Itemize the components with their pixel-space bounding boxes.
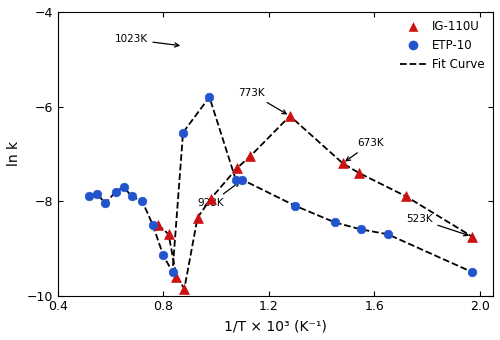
Point — [331, 220, 339, 225]
Point — [164, 232, 172, 237]
Point — [168, 269, 176, 275]
Text: 1023K: 1023K — [114, 34, 179, 47]
Text: 673K: 673K — [346, 138, 384, 161]
Point — [286, 113, 294, 119]
Point — [86, 193, 94, 199]
Point — [354, 170, 362, 175]
Point — [384, 232, 392, 237]
Point — [172, 274, 180, 279]
Text: 773K: 773K — [238, 88, 286, 114]
Point — [120, 184, 128, 190]
Point — [233, 165, 241, 171]
Text: 523K: 523K — [406, 214, 468, 236]
Point — [238, 177, 246, 183]
Point — [101, 201, 109, 206]
X-axis label: 1/T × 10³ (K⁻¹): 1/T × 10³ (K⁻¹) — [224, 319, 327, 333]
Point — [468, 234, 476, 239]
Point — [291, 203, 299, 208]
Point — [357, 227, 365, 232]
Point — [148, 222, 156, 227]
Point — [207, 196, 215, 201]
Point — [112, 189, 120, 194]
Point — [180, 286, 188, 291]
Y-axis label: ln k: ln k — [7, 141, 21, 166]
Point — [94, 191, 102, 197]
Point — [160, 253, 168, 258]
Point — [154, 222, 162, 227]
Point — [338, 160, 346, 166]
Point — [468, 269, 476, 275]
Point — [206, 94, 214, 100]
Point — [232, 177, 240, 183]
Point — [194, 215, 202, 220]
Point — [246, 153, 254, 159]
Text: 923K: 923K — [198, 182, 239, 208]
Point — [128, 193, 136, 199]
Legend: IG-110U, ETP-10, Fit Curve: IG-110U, ETP-10, Fit Curve — [398, 18, 487, 73]
Point — [402, 193, 410, 199]
Point — [138, 198, 146, 204]
Point — [179, 130, 187, 135]
